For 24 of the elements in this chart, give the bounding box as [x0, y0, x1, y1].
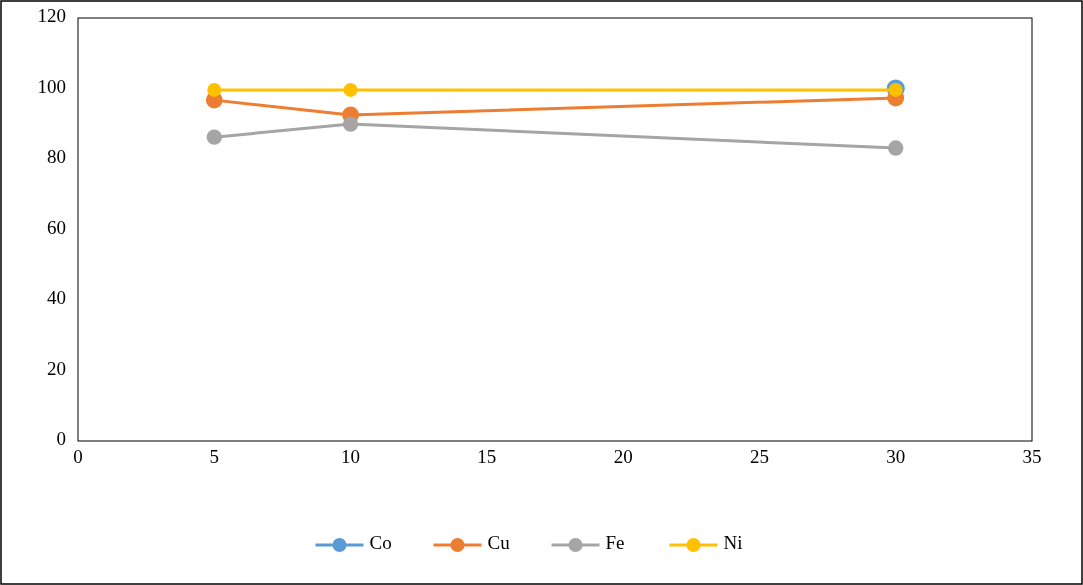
x-tick-label: 5 — [209, 446, 220, 467]
x-tick-label: 20 — [613, 446, 633, 467]
point — [888, 140, 904, 156]
y-tick-label: 20 — [47, 357, 66, 379]
point — [343, 82, 358, 97]
x-tick-label: 35 — [1022, 446, 1042, 467]
point — [206, 129, 222, 145]
y-tick-label: 0 — [56, 428, 66, 450]
point — [342, 116, 359, 132]
x-tick-label: 30 — [886, 446, 906, 467]
y-tick-label: 40 — [47, 287, 66, 309]
x-tick-label: 0 — [73, 446, 83, 467]
legend-label: Fe — [605, 532, 625, 554]
legend-label: Ni — [723, 532, 743, 554]
y-tick-label: 120 — [37, 5, 66, 27]
legend-label: Co — [369, 532, 392, 554]
point — [207, 82, 222, 97]
x-tick-label: 25 — [749, 446, 769, 467]
y-tick-label: 100 — [37, 75, 66, 97]
legend-label: Cu — [487, 532, 511, 554]
y-tick-label: 80 — [47, 146, 66, 168]
x-tick-label: 10 — [341, 446, 361, 467]
y-tick-label: 60 — [47, 216, 66, 238]
x-tick-label: 15 — [477, 446, 497, 467]
